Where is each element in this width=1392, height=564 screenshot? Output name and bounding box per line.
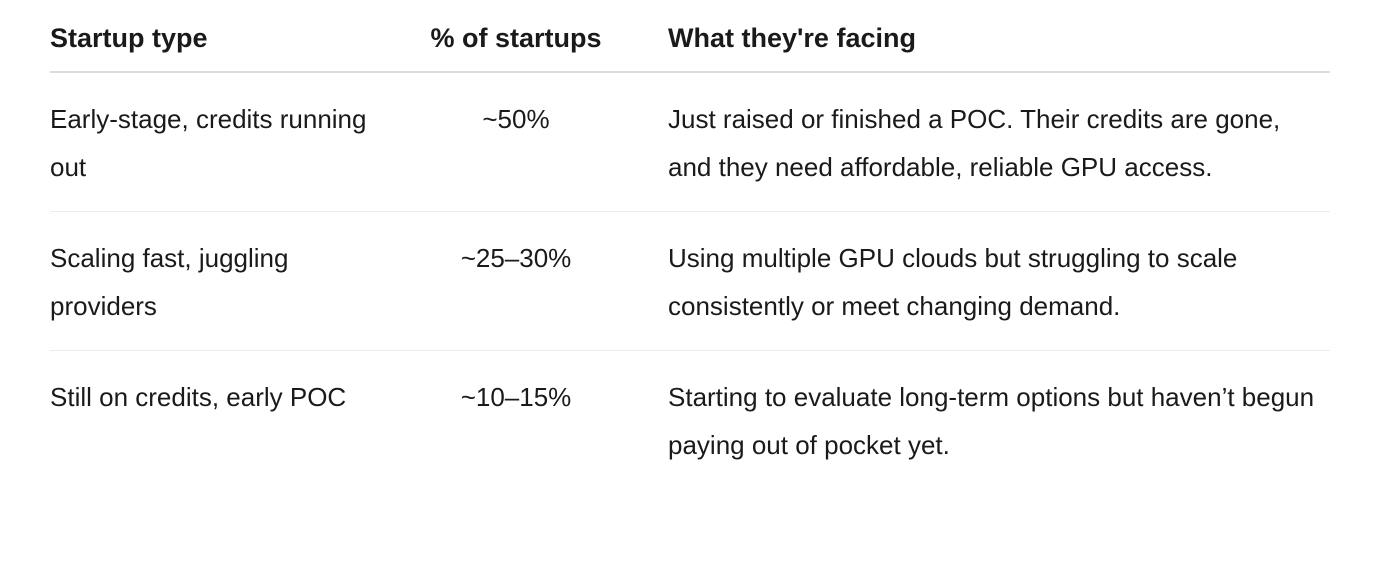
startup-types-table: Startup type % of startups What they're …: [50, 0, 1330, 489]
cell-percent: ~25–30%: [394, 211, 668, 351]
cell-startup-type: Scaling fast, juggling providers: [50, 211, 394, 351]
column-header-percent: % of startups: [394, 0, 668, 73]
cell-facing: Using multiple GPU clouds but struggling…: [668, 211, 1330, 351]
column-header-facing: What they're facing: [668, 0, 1330, 73]
cell-startup-type: Still on credits, early POC: [50, 382, 347, 412]
cell-percent: ~10–15%: [460, 382, 572, 412]
table-body: Early-stage, credits running out ~50% Ju…: [50, 72, 1330, 489]
table-row: Early-stage, credits running out ~50% Ju…: [50, 72, 1330, 212]
startup-types-table-container: Startup type % of startups What they're …: [50, 0, 1330, 489]
column-header-startup-type: Startup type: [50, 0, 394, 73]
header-row: Startup type % of startups What they're …: [50, 0, 1330, 73]
cell-facing: Just raised or finished a POC. Their cre…: [668, 72, 1330, 212]
table-header: Startup type % of startups What they're …: [50, 0, 1330, 73]
cell-percent: ~50%: [394, 72, 668, 212]
cell-facing: Starting to evaluate long-term options b…: [668, 382, 1315, 460]
table-row: Still on credits, early POC ~10–15% Star…: [50, 351, 1330, 490]
cell-startup-type: Early-stage, credits running out: [50, 72, 394, 212]
table-row: Scaling fast, juggling providers ~25–30%…: [50, 211, 1330, 351]
